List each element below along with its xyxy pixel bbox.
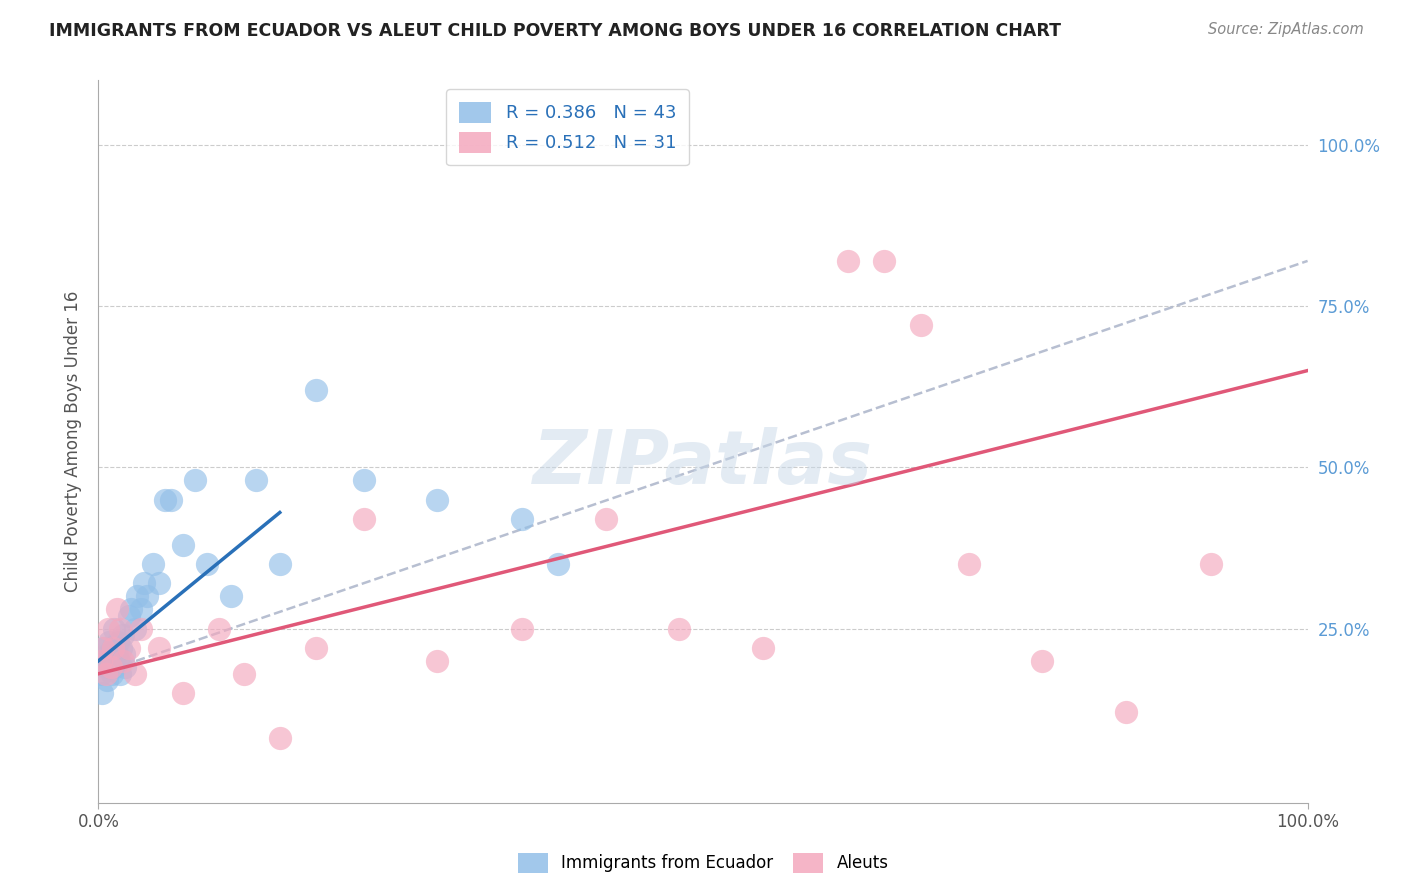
Point: [221, 590, 243, 604]
Point: [118, 608, 141, 623]
Point: [1199, 557, 1222, 571]
Point: [96, 673, 118, 688]
Legend: R = 0.386   N = 43, R = 0.512   N = 31: R = 0.386 N = 43, R = 0.512 N = 31: [446, 89, 689, 165]
Y-axis label: Child Poverty Among Boys Under 16: Child Poverty Among Boys Under 16: [65, 291, 83, 592]
Point: [100, 654, 122, 668]
Text: Source: ZipAtlas.com: Source: ZipAtlas.com: [1208, 22, 1364, 37]
Point: [135, 590, 157, 604]
Point: [353, 473, 375, 487]
Point: [110, 640, 132, 655]
Point: [98, 634, 121, 648]
Legend: Immigrants from Ecuador, Aleuts: Immigrants from Ecuador, Aleuts: [510, 847, 896, 880]
Point: [547, 557, 569, 571]
Point: [142, 557, 165, 571]
Text: IMMIGRANTS FROM ECUADOR VS ALEUT CHILD POVERTY AMONG BOYS UNDER 16 CORRELATION C: IMMIGRANTS FROM ECUADOR VS ALEUT CHILD P…: [49, 22, 1062, 40]
Point: [353, 512, 375, 526]
Point: [124, 666, 146, 681]
Point: [184, 473, 207, 487]
Point: [108, 654, 131, 668]
Point: [127, 590, 149, 604]
Point: [101, 640, 124, 655]
Point: [510, 512, 533, 526]
Point: [752, 640, 775, 655]
Point: [129, 602, 152, 616]
Point: [129, 622, 152, 636]
Point: [112, 648, 135, 662]
Point: [837, 254, 859, 268]
Point: [195, 557, 218, 571]
Point: [100, 660, 122, 674]
Point: [91, 640, 114, 655]
Point: [873, 254, 896, 268]
Point: [148, 640, 170, 655]
Point: [93, 640, 115, 655]
Point: [97, 648, 120, 662]
Point: [160, 492, 183, 507]
Point: [94, 666, 117, 681]
Point: [105, 602, 128, 616]
Point: [90, 654, 112, 668]
Point: [172, 538, 194, 552]
Point: [124, 622, 146, 636]
Point: [957, 557, 980, 571]
Point: [120, 602, 142, 616]
Point: [305, 640, 328, 655]
Point: [114, 660, 136, 674]
Point: [510, 622, 533, 636]
Point: [269, 731, 291, 746]
Point: [153, 492, 176, 507]
Point: [108, 622, 131, 636]
Text: ZIPatlas: ZIPatlas: [533, 426, 873, 500]
Point: [172, 686, 194, 700]
Point: [595, 512, 617, 526]
Point: [100, 666, 122, 681]
Point: [148, 576, 170, 591]
Point: [101, 640, 124, 655]
Point: [108, 666, 131, 681]
Point: [94, 660, 117, 674]
Point: [91, 686, 114, 700]
Point: [104, 660, 127, 674]
Point: [118, 640, 141, 655]
Point: [111, 628, 134, 642]
Point: [90, 666, 112, 681]
Point: [232, 666, 254, 681]
Point: [245, 473, 267, 487]
Point: [426, 492, 449, 507]
Point: [1115, 706, 1137, 720]
Point: [111, 654, 134, 668]
Point: [134, 576, 156, 591]
Point: [668, 622, 690, 636]
Point: [1031, 654, 1053, 668]
Point: [91, 654, 114, 668]
Point: [107, 634, 129, 648]
Point: [305, 383, 328, 397]
Point: [105, 648, 128, 662]
Point: [910, 318, 932, 333]
Point: [426, 654, 449, 668]
Point: [97, 622, 120, 636]
Point: [208, 622, 231, 636]
Point: [103, 622, 125, 636]
Point: [269, 557, 291, 571]
